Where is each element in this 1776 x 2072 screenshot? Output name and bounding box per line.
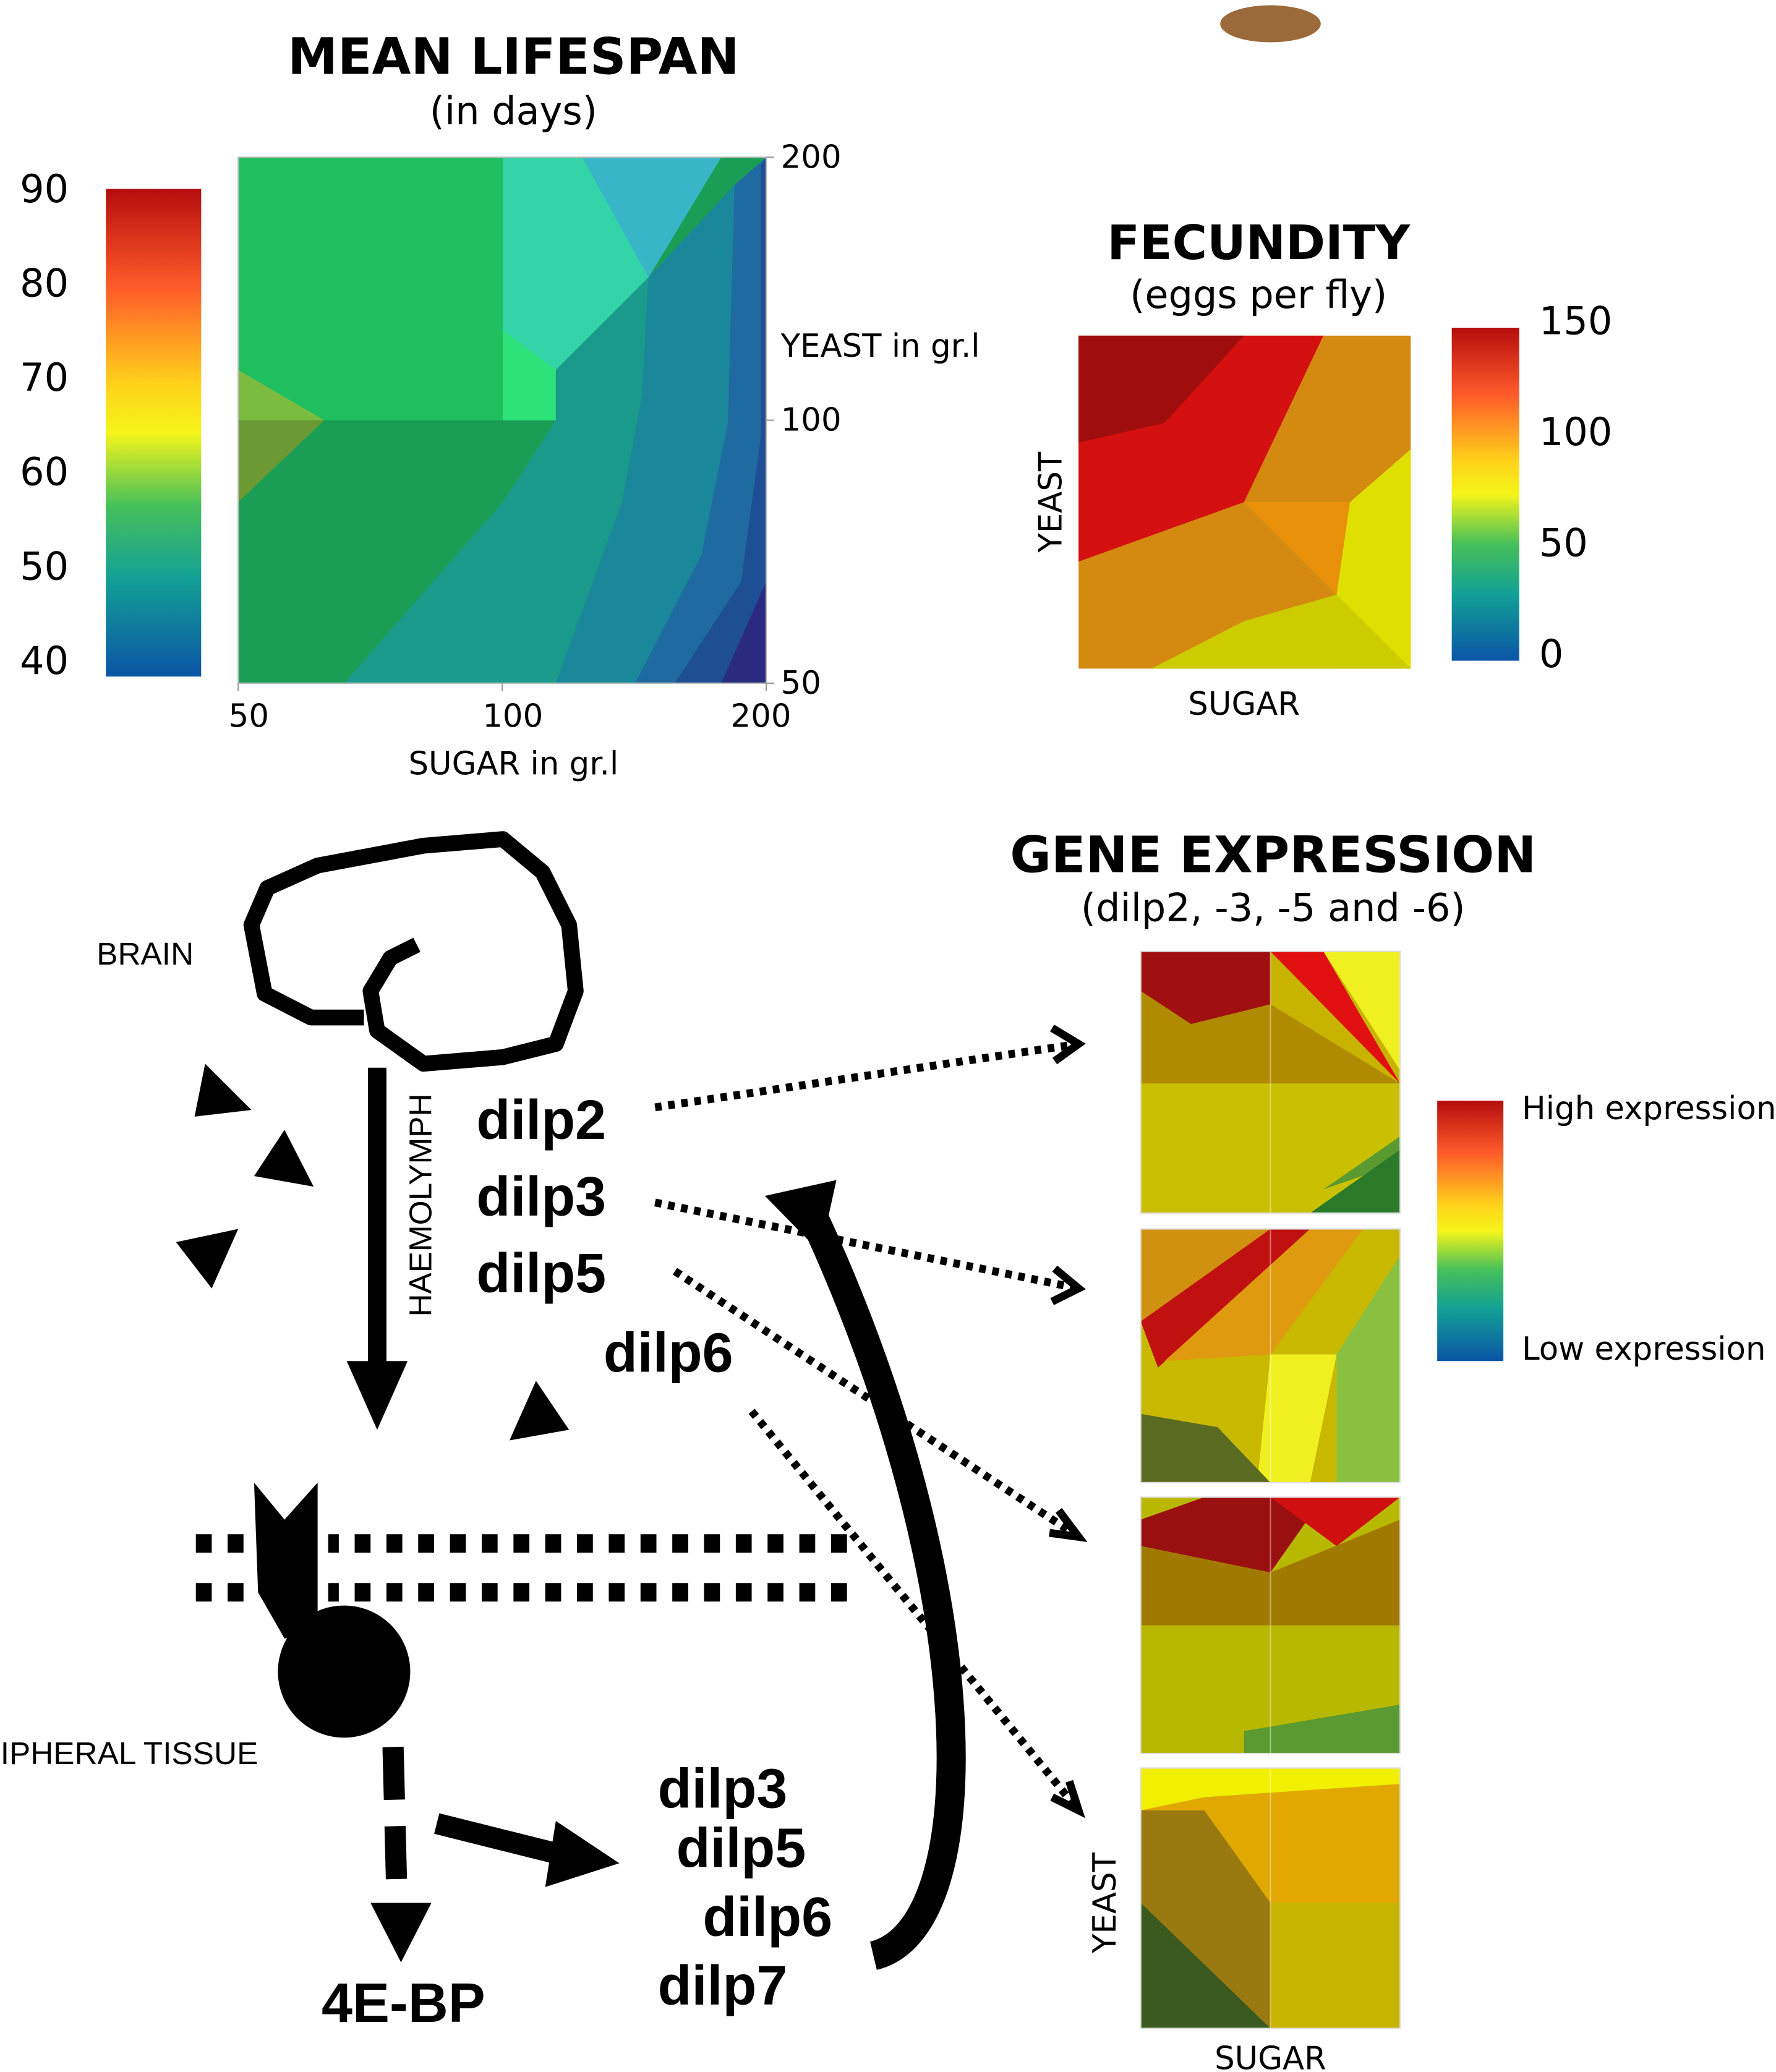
y-tick-label: 100 <box>781 402 842 439</box>
x-label: SUGAR <box>1188 686 1300 723</box>
colorbar-tick-label: 90 <box>20 166 69 211</box>
colorbar-tick-label: 50 <box>20 544 69 589</box>
colorbar-tick-label: 60 <box>20 450 69 495</box>
arrowhead <box>370 1903 431 1962</box>
dilp-label: dilp3 <box>658 1759 788 1820</box>
figure: MEAN LIFESPAN (in days) SUGAR in gr.l YE… <box>0 0 1776 2072</box>
triangle <box>176 1229 239 1289</box>
colorbar-tick-label: 70 <box>20 355 69 400</box>
y-tick-label: 200 <box>781 139 842 176</box>
x-tick-label: 200 <box>731 697 792 735</box>
dilp-label: dilp3 <box>476 1166 606 1228</box>
contour <box>1270 1903 1400 2028</box>
arrow <box>393 1747 397 1903</box>
colorbar-tick-label: 50 <box>1539 521 1588 566</box>
dilp-label: dilp2 <box>476 1089 606 1151</box>
contour <box>238 157 503 420</box>
y-label: YEAST <box>1032 451 1069 553</box>
arrow <box>437 1823 569 1856</box>
triangle <box>254 1130 314 1187</box>
legend-low: Low expression <box>1522 1331 1765 1368</box>
colorbar-tick-label: 0 <box>1539 631 1563 676</box>
dilp-label: dilp6 <box>604 1322 733 1384</box>
arrowhead <box>347 1361 408 1430</box>
arrowhead <box>1052 1269 1078 1302</box>
colorbar <box>106 189 201 677</box>
subtitle: (eggs per fly) <box>1130 272 1387 317</box>
dotted-arrows <box>655 1028 1078 1810</box>
y-label: YEAST in gr.l <box>780 328 980 365</box>
colorbar <box>1452 328 1519 661</box>
x-tick-label: 100 <box>482 697 543 735</box>
subtitle: (in days) <box>430 88 597 134</box>
fly-icon <box>1220 6 1321 43</box>
colorbar-tick-label: 40 <box>20 638 69 683</box>
tissue-label: PERIPHERAL TISSUE <box>0 1736 258 1771</box>
brain-outline <box>252 839 576 1064</box>
colorbar-tick-label: 100 <box>1539 409 1612 454</box>
brain-label: BRAIN <box>96 936 194 971</box>
dilp-label: dilp5 <box>476 1243 606 1305</box>
target-label: 4E-BP <box>322 1972 485 2034</box>
x-label: SUGAR in gr.l <box>408 745 618 782</box>
dotted-arrow <box>655 1044 1078 1107</box>
colorbar-tick-label: 80 <box>20 261 69 306</box>
dilp-label: dilp6 <box>702 1887 832 1948</box>
receptor-body <box>278 1606 410 1738</box>
y-label: YEAST <box>1087 1852 1124 1953</box>
dotted-arrow <box>675 1271 1078 1537</box>
x-label: SUGAR <box>1215 2040 1326 2072</box>
dotted-arrow <box>655 1203 1078 1289</box>
title: GENE EXPRESSION <box>1010 827 1536 885</box>
x-tick-label: 50 <box>229 697 269 735</box>
dilp-label: dilp7 <box>658 1955 788 2017</box>
title: FECUNDITY <box>1107 216 1411 271</box>
y-tick-label: 50 <box>781 665 821 702</box>
legend-high: High expression <box>1522 1090 1776 1127</box>
colorbar-tick-label: 150 <box>1539 299 1612 344</box>
subtitle: (dilp2, -3, -5 and -6) <box>1081 885 1466 931</box>
arrowhead <box>545 1821 620 1887</box>
feedback-arrow <box>810 1209 951 1955</box>
dilp-label: dilp5 <box>677 1818 806 1880</box>
title: MEAN LIFESPAN <box>288 28 740 87</box>
triangle <box>195 1064 252 1116</box>
triangle <box>510 1381 569 1440</box>
colorbar <box>1437 1101 1503 1361</box>
haemolymph-label: HAEMOLYMPH <box>403 1094 438 1317</box>
